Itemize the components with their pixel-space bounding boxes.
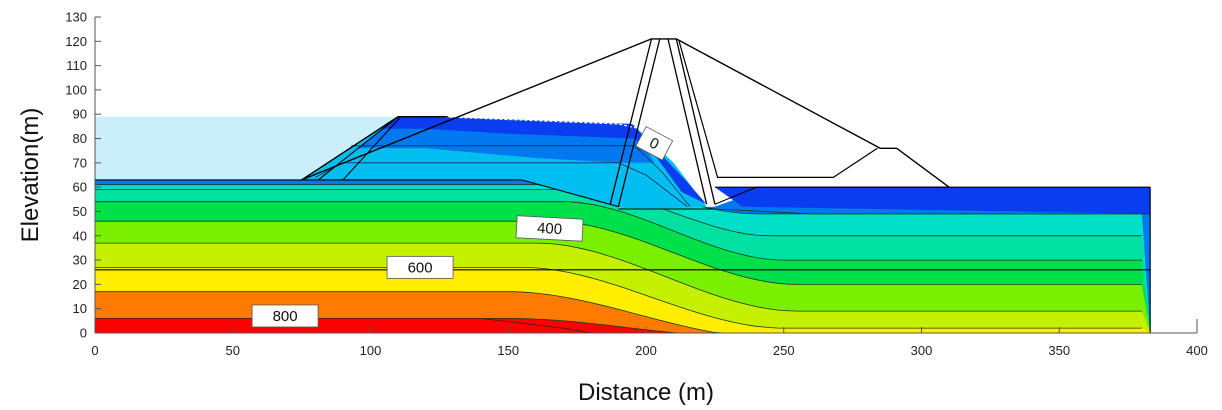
x-tick-label: 300 xyxy=(911,343,933,358)
y-tick-label: 60 xyxy=(73,180,87,195)
phreatic-line xyxy=(439,116,950,186)
y-axis-title: Elevation(m) xyxy=(17,108,44,243)
contour-labels: 0 400 600 800 xyxy=(251,126,674,328)
band-right-top xyxy=(714,187,1151,214)
band-red xyxy=(95,318,591,333)
y-tick-label: 10 xyxy=(73,301,87,316)
core-right-1 xyxy=(667,38,708,205)
contour-line-5 xyxy=(95,220,1142,285)
core-right-2 xyxy=(675,38,716,205)
x-tick-label: 200 xyxy=(635,343,657,358)
y-tick-label: 100 xyxy=(65,82,87,97)
contour-label-box xyxy=(635,126,674,161)
y-tick-label: 0 xyxy=(80,326,87,341)
x-tick-label: 50 xyxy=(226,343,240,358)
downstream-berm xyxy=(678,41,878,178)
y-tick-label: 130 xyxy=(65,10,87,25)
x-tick-label: 350 xyxy=(1048,343,1070,358)
y-tick-label: 40 xyxy=(73,228,87,243)
axes: 0 50 100 150 200 250 300 350 400 0 10 20 30 40 50 60 70 8… xyxy=(65,10,1208,359)
contour-label-800: 800 xyxy=(251,304,319,328)
y-tick-label: 20 xyxy=(73,277,87,292)
y-tick-label: 90 xyxy=(73,107,87,122)
x-axis-title: Distance (m) xyxy=(578,379,714,406)
shell-contour-2 xyxy=(351,145,691,207)
y-tick-label: 50 xyxy=(73,204,87,219)
foundation-top-right xyxy=(714,186,1151,205)
dam-outline xyxy=(301,38,950,188)
contour-label-box xyxy=(515,215,584,242)
upstream-filter-2 xyxy=(342,116,402,181)
contour-label-text: 800 xyxy=(273,308,298,325)
contour-bands xyxy=(95,116,1151,334)
upstream-filter-1 xyxy=(317,116,399,181)
y-tick-label: 120 xyxy=(65,34,87,49)
foundation-top-left xyxy=(95,179,619,208)
contour-line-6 xyxy=(95,201,1142,261)
contour-label-400: 400 xyxy=(515,215,584,242)
contour-label-0: 0 xyxy=(635,126,674,161)
reservoir xyxy=(95,116,399,180)
x-tick-label: 100 xyxy=(360,343,382,358)
contour-line-3 xyxy=(95,266,1142,329)
contour-line-right xyxy=(714,208,1151,215)
core-left-2 xyxy=(617,38,661,207)
y-tick-label: 80 xyxy=(73,131,87,146)
y-tick-label: 30 xyxy=(73,253,87,268)
y-tick-label: 110 xyxy=(66,58,87,73)
contour-line-4 xyxy=(95,242,1142,312)
x-tick-label: 0 xyxy=(91,343,98,358)
x-tick-label: 250 xyxy=(773,343,795,358)
x-tick-label: 400 xyxy=(1186,343,1208,358)
contour-label-600: 600 xyxy=(386,255,454,279)
contour-label-text: 400 xyxy=(537,220,563,238)
core-left-1 xyxy=(609,38,653,205)
x-tick-label: 150 xyxy=(497,343,519,358)
dam-geometry xyxy=(95,38,1151,333)
contour-label-text: 600 xyxy=(408,259,433,276)
y-tick-label: 70 xyxy=(73,155,87,170)
contour-label-box xyxy=(251,304,319,328)
contour-label-box xyxy=(386,255,454,279)
shell-band-3 xyxy=(381,116,707,205)
